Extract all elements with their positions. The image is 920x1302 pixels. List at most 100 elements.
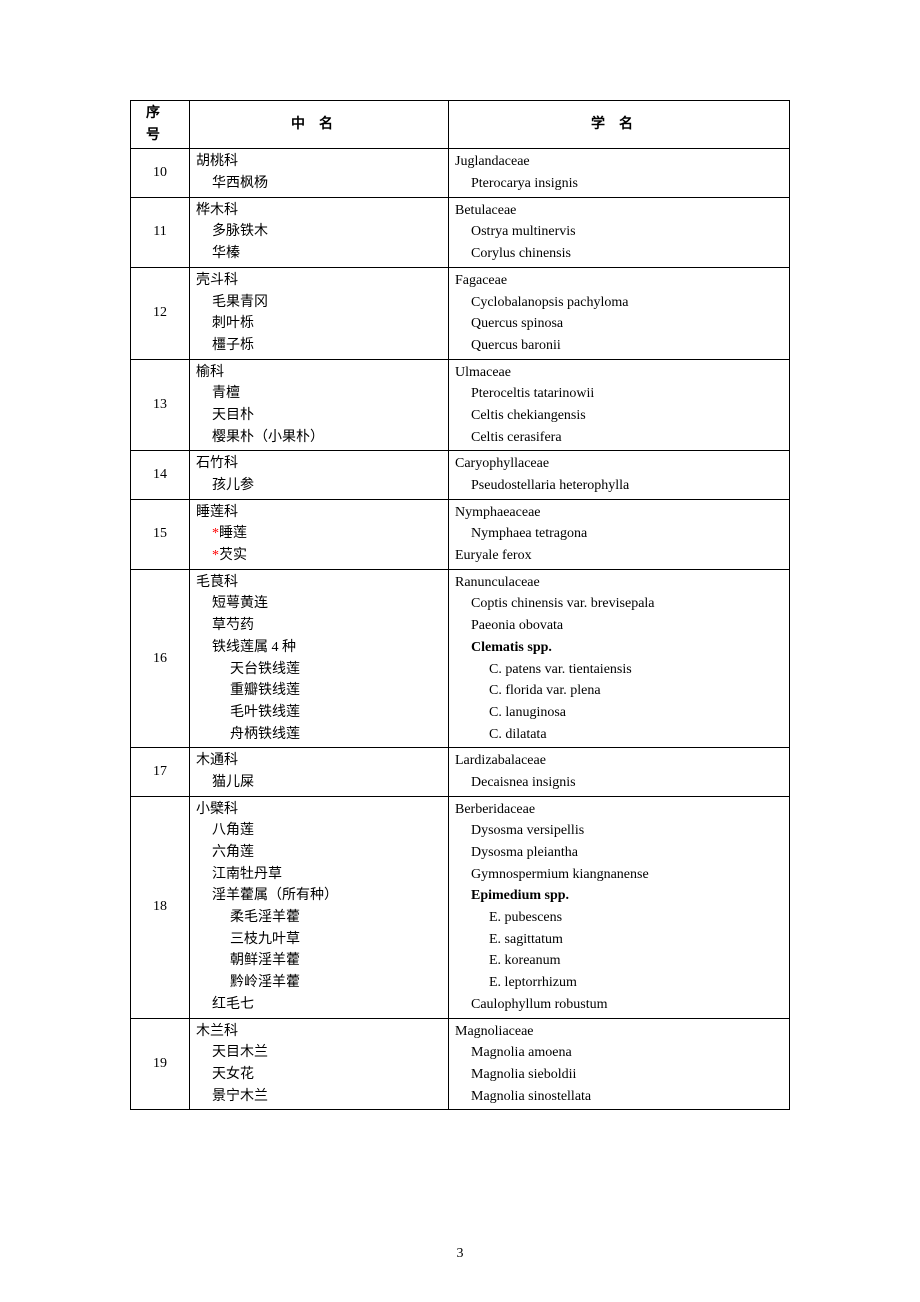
cn-text: 华榛 bbox=[212, 246, 240, 261]
chinese-name-cell: 壳斗科毛果青冈刺叶栎橿子栎 bbox=[190, 267, 449, 359]
cn-line: 木兰科 bbox=[194, 1021, 444, 1043]
lat-line: Cyclobalanopsis pachyloma bbox=[453, 292, 785, 314]
cn-text: 天台铁线莲 bbox=[230, 662, 300, 677]
species-table: 序号 中名 学名 10胡桃科华西枫杨JuglandaceaePterocarya… bbox=[130, 100, 790, 1110]
lat-line: C. dilatata bbox=[453, 724, 785, 746]
cn-text: 黔岭淫羊藿 bbox=[230, 975, 300, 990]
cn-text: 天目木兰 bbox=[212, 1045, 268, 1060]
cn-line: 孩儿参 bbox=[194, 475, 444, 497]
table-row: 10胡桃科华西枫杨JuglandaceaePterocarya insignis bbox=[131, 149, 790, 197]
lat-line: E. leptorrhizum bbox=[453, 972, 785, 994]
table-body: 10胡桃科华西枫杨JuglandaceaePterocarya insignis… bbox=[131, 149, 790, 1110]
chinese-name-cell: 小檗科八角莲六角莲江南牡丹草淫羊藿属（所有种） 柔毛淫羊藿三枝九叶草朝鲜淫羊藿黔岭… bbox=[190, 796, 449, 1018]
lat-line: Fagaceae bbox=[453, 270, 785, 292]
cn-text: 刺叶栎 bbox=[212, 316, 254, 331]
chinese-name-cell: 胡桃科华西枫杨 bbox=[190, 149, 449, 197]
cn-text: 朝鲜淫羊藿 bbox=[230, 953, 300, 968]
cn-line: 小檗科 bbox=[194, 799, 444, 821]
cn-line: 草芍药 bbox=[194, 615, 444, 637]
cn-text: 猫儿屎 bbox=[212, 775, 254, 790]
chinese-name-cell: 睡莲科*睡莲*芡实 bbox=[190, 499, 449, 569]
cn-line: 朝鲜淫羊藿 bbox=[194, 950, 444, 972]
lat-line: Dysosma versipellis bbox=[453, 820, 785, 842]
lat-line: C. patens var. tientaiensis bbox=[453, 659, 785, 681]
cn-text: 铁线莲属 4 种 bbox=[212, 640, 296, 655]
cn-line: *芡实 bbox=[194, 545, 444, 567]
lat-line: E. pubescens bbox=[453, 907, 785, 929]
cn-line: 毛茛科 bbox=[194, 572, 444, 594]
lat-line: Ulmaceae bbox=[453, 362, 785, 384]
lat-line: Pterocarya insignis bbox=[453, 173, 785, 195]
cn-line: 睡莲科 bbox=[194, 502, 444, 524]
cn-line: 八角莲 bbox=[194, 820, 444, 842]
table-row: 13榆科青檀天目朴樱果朴（小果朴）UlmaceaePteroceltis tat… bbox=[131, 359, 790, 451]
cn-line: 刺叶栎 bbox=[194, 313, 444, 335]
cn-line: 六角莲 bbox=[194, 842, 444, 864]
row-number: 11 bbox=[131, 197, 190, 267]
lat-line: Ostrya multinervis bbox=[453, 221, 785, 243]
row-number: 12 bbox=[131, 267, 190, 359]
cn-line: 毛叶铁线莲 bbox=[194, 702, 444, 724]
lat-line: Clematis spp. bbox=[453, 637, 785, 659]
lat-line: Decaisnea insignis bbox=[453, 772, 785, 794]
cn-line: 华西枫杨 bbox=[194, 173, 444, 195]
table-row: 17木通科猫儿屎LardizabalaceaeDecaisnea insigni… bbox=[131, 748, 790, 796]
cn-text: 孩儿参 bbox=[212, 478, 254, 493]
cn-line: *睡莲 bbox=[194, 523, 444, 545]
row-number: 16 bbox=[131, 569, 190, 748]
lat-line: Nymphaeaceae bbox=[453, 502, 785, 524]
lat-line: Betulaceae bbox=[453, 200, 785, 222]
cn-text: 八角莲 bbox=[212, 823, 254, 838]
chinese-name-cell: 榆科青檀天目朴樱果朴（小果朴） bbox=[190, 359, 449, 451]
lat-line: C. florida var. plena bbox=[453, 680, 785, 702]
star-icon: * bbox=[212, 526, 219, 541]
col-header-num: 序号 bbox=[131, 101, 190, 149]
lat-line: E. sagittatum bbox=[453, 929, 785, 951]
cn-line: 石竹科 bbox=[194, 453, 444, 475]
latin-name-cell: BetulaceaeOstrya multinervisCorylus chin… bbox=[449, 197, 790, 267]
table-row: 19木兰科天目木兰天女花景宁木兰MagnoliaceaeMagnolia amo… bbox=[131, 1018, 790, 1110]
cn-text: 重瓣铁线莲 bbox=[230, 683, 300, 698]
cn-text: 桦木科 bbox=[196, 203, 238, 218]
row-number: 14 bbox=[131, 451, 190, 499]
lat-line: Quercus spinosa bbox=[453, 313, 785, 335]
lat-line: Juglandaceae bbox=[453, 151, 785, 173]
table-row: 11桦木科多脉铁木华榛BetulaceaeOstrya multinervisC… bbox=[131, 197, 790, 267]
latin-name-cell: NymphaeaceaeNymphaea tetragonaEuryale fe… bbox=[449, 499, 790, 569]
lat-line: Berberidaceae bbox=[453, 799, 785, 821]
cn-line: 胡桃科 bbox=[194, 151, 444, 173]
latin-name-cell: RanunculaceaeCoptis chinensis var. brevi… bbox=[449, 569, 790, 748]
latin-name-cell: FagaceaeCyclobalanopsis pachylomaQuercus… bbox=[449, 267, 790, 359]
cn-line: 青檀 bbox=[194, 383, 444, 405]
cn-text: 天目朴 bbox=[212, 408, 254, 423]
latin-name-cell: BerberidaceaeDysosma versipellisDysosma … bbox=[449, 796, 790, 1018]
cn-line: 红毛七 bbox=[194, 994, 444, 1016]
cn-line: 天目木兰 bbox=[194, 1042, 444, 1064]
table-header-row: 序号 中名 学名 bbox=[131, 101, 790, 149]
page: 序号 中名 学名 10胡桃科华西枫杨JuglandaceaePterocarya… bbox=[0, 0, 920, 1302]
cn-line: 柔毛淫羊藿 bbox=[194, 907, 444, 929]
cn-text: 睡莲 bbox=[219, 526, 247, 541]
cn-line: 天台铁线莲 bbox=[194, 659, 444, 681]
cn-line: 铁线莲属 4 种 bbox=[194, 637, 444, 659]
lat-line: Caryophyllaceae bbox=[453, 453, 785, 475]
cn-text: 江南牡丹草 bbox=[212, 867, 282, 882]
cn-line: 壳斗科 bbox=[194, 270, 444, 292]
cn-text: 短萼黄连 bbox=[212, 596, 268, 611]
cn-line: 景宁木兰 bbox=[194, 1086, 444, 1108]
cn-line: 淫羊藿属（所有种） bbox=[194, 885, 444, 907]
chinese-name-cell: 石竹科孩儿参 bbox=[190, 451, 449, 499]
cn-text: 三枝九叶草 bbox=[230, 932, 300, 947]
cn-line: 短萼黄连 bbox=[194, 593, 444, 615]
lat-line: Celtis chekiangensis bbox=[453, 405, 785, 427]
cn-text: 青檀 bbox=[212, 386, 240, 401]
cn-line: 三枝九叶草 bbox=[194, 929, 444, 951]
cn-line: 猫儿屎 bbox=[194, 772, 444, 794]
lat-line: Lardizabalaceae bbox=[453, 750, 785, 772]
lat-line: Corylus chinensis bbox=[453, 243, 785, 265]
table-row: 18小檗科八角莲六角莲江南牡丹草淫羊藿属（所有种）柔毛淫羊藿三枝九叶草朝鲜淫羊藿… bbox=[131, 796, 790, 1018]
chinese-name-cell: 毛茛科短萼黄连草芍药铁线莲属 4 种天台铁线莲重瓣铁线莲毛叶铁线莲舟柄铁线莲 bbox=[190, 569, 449, 748]
cn-line: 桦木科 bbox=[194, 200, 444, 222]
cn-text: 柔毛淫羊藿 bbox=[230, 910, 300, 925]
cn-text: 木通科 bbox=[196, 753, 238, 768]
